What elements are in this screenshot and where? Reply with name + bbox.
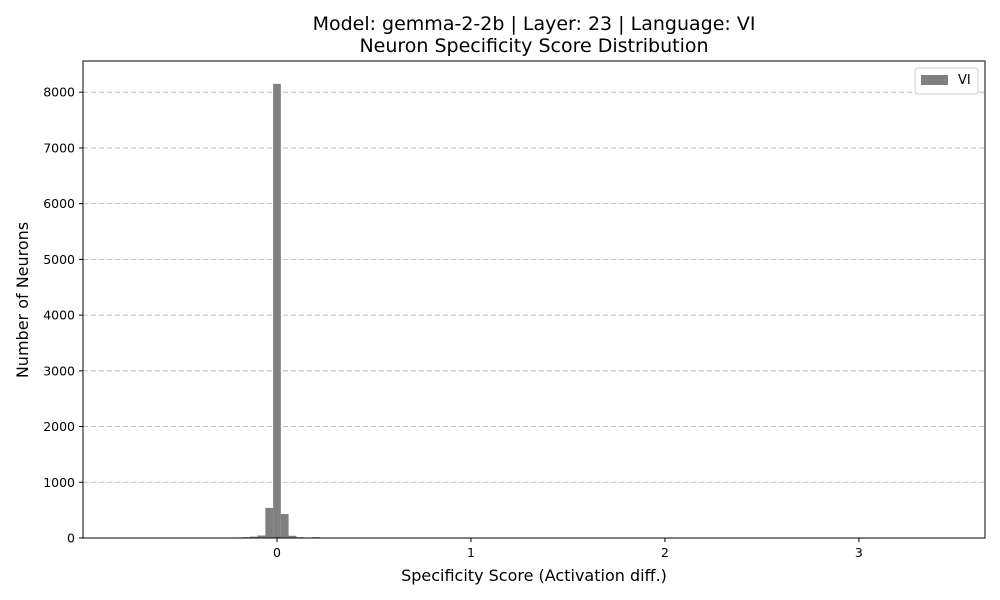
y-tick-label: 2000 [43,419,75,434]
x-tick-label: 2 [661,545,669,560]
grid-lines [83,91,985,483]
histogram-bar [265,507,274,538]
x-axis-ticks: 0 1 2 3 [273,538,863,560]
y-tick-label: 6000 [43,196,75,211]
x-tick-label: 0 [273,545,281,560]
y-axis-ticks: 0 1000 2000 3000 4000 5000 6000 7000 8000 [43,85,83,546]
histogram-bar [280,514,289,538]
y-tick-label: 5000 [43,252,75,267]
histogram-bar [257,535,266,538]
legend-swatch-vi [921,75,948,85]
chart-title-line2: Neuron Specificity Score Distribution [359,35,708,57]
legend: VI [914,67,979,95]
histogram-bar [288,535,297,538]
plot-area-frame [82,60,986,539]
y-tick-label: 7000 [43,140,75,155]
y-tick-label: 8000 [43,85,75,100]
y-axis-label: Number of Neurons [13,222,32,378]
x-tick-label: 1 [467,545,475,560]
histogram-bar [249,536,258,538]
y-tick-label: 1000 [43,475,75,490]
legend-label-vi: VI [958,73,971,88]
x-tick-label: 3 [855,545,863,560]
y-tick-label: 0 [67,531,75,546]
histogram-bar [273,83,281,539]
x-axis-label: Specificity Score (Activation diff.) [401,566,667,585]
histogram-bars [234,83,320,539]
y-tick-label: 3000 [43,363,75,378]
chart-title-line1: Model: gemma-2-2b | Layer: 23 | Language… [313,13,756,35]
y-tick-label: 4000 [43,308,75,323]
